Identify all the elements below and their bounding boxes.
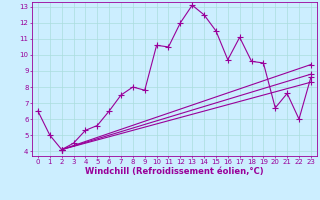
X-axis label: Windchill (Refroidissement éolien,°C): Windchill (Refroidissement éolien,°C) <box>85 167 264 176</box>
